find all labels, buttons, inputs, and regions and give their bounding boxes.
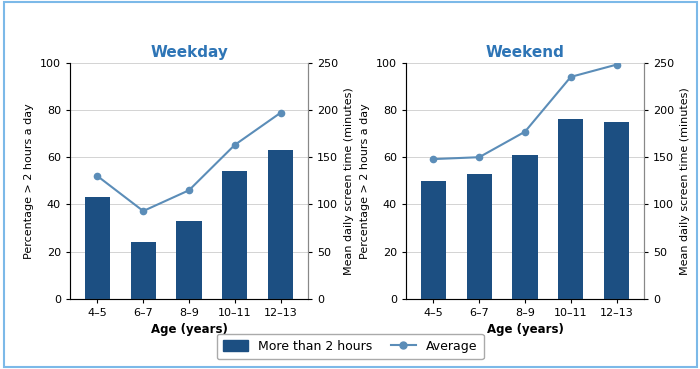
X-axis label: Age (years): Age (years) [486,324,564,337]
Bar [421,181,446,299]
Bar [85,197,110,299]
X-axis label: Age (years): Age (years) [150,324,228,337]
Bar [604,122,629,299]
Y-axis label: Percentage > 2 hours a day: Percentage > 2 hours a day [25,103,34,259]
Bar [467,174,492,299]
Bar [222,171,247,299]
Legend: More than 2 hours, Average: More than 2 hours, Average [216,334,484,359]
Y-axis label: Mean daily screen time (minutes): Mean daily screen time (minutes) [344,87,354,275]
Title: Weekend: Weekend [486,45,564,60]
Y-axis label: Mean daily screen time (minutes): Mean daily screen time (minutes) [680,87,689,275]
Bar [131,242,156,299]
Bar [268,150,293,299]
Title: Weekday: Weekday [150,45,228,60]
Bar [558,120,583,299]
Bar [512,155,538,299]
Bar [176,221,202,299]
Y-axis label: Percentage > 2 hours a day: Percentage > 2 hours a day [360,103,370,259]
